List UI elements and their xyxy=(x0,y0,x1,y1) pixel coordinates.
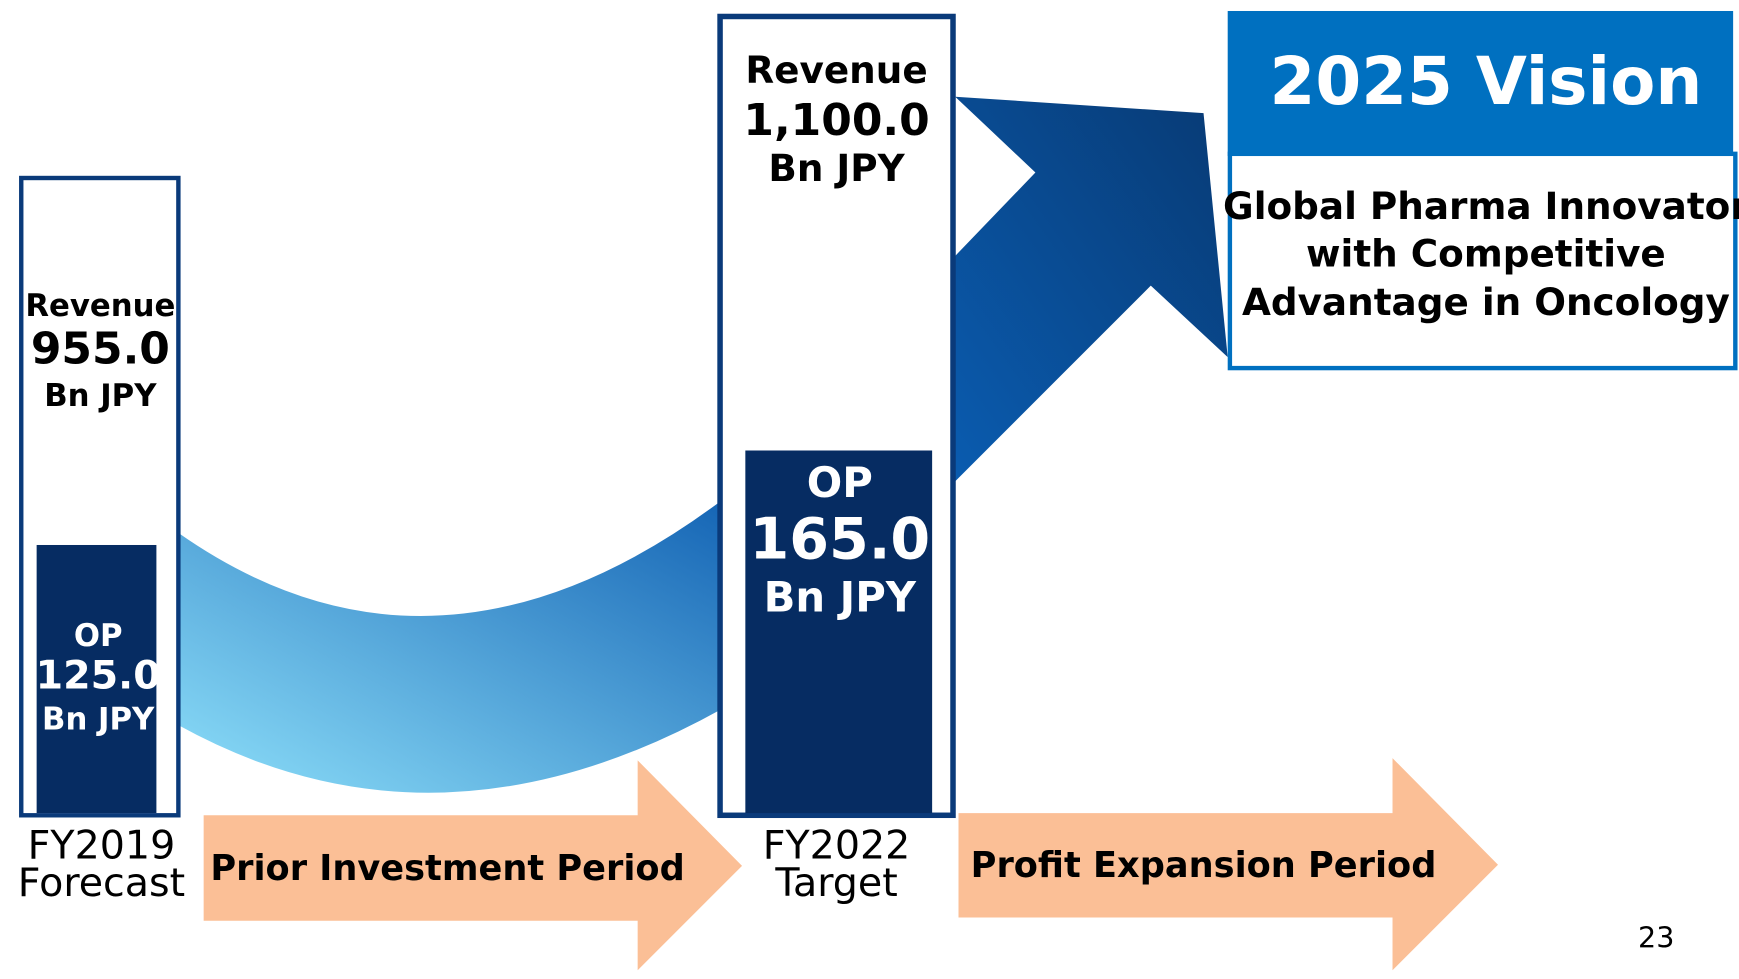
unit: Bn JPY xyxy=(764,572,917,621)
period: FY2022 xyxy=(763,823,911,869)
phase-arrow xyxy=(958,758,1498,971)
vision-line: with Competitive xyxy=(1306,232,1666,276)
op-box xyxy=(36,544,157,814)
label: Revenue xyxy=(25,288,175,324)
page-number: 23 xyxy=(1638,920,1674,954)
unit: Bn JPY xyxy=(42,701,155,737)
value: 165.0 xyxy=(749,506,930,572)
value: 955.0 xyxy=(31,324,170,375)
period-note: Forecast xyxy=(18,860,185,906)
phase-label: Prior Investment Period xyxy=(210,848,684,889)
period-note: Target xyxy=(774,860,897,906)
curve-band xyxy=(178,499,723,793)
label: OP xyxy=(807,458,873,507)
unit: Bn JPY xyxy=(44,378,157,414)
value: 125.0 xyxy=(36,652,161,698)
vision-title: 2025 Vision xyxy=(1269,43,1702,120)
unit: Bn JPY xyxy=(768,146,905,190)
label: Revenue xyxy=(745,48,927,92)
vision-line: Global Pharma Innovator xyxy=(1223,184,1739,228)
vision-body xyxy=(1227,151,1738,371)
vision-header xyxy=(1227,10,1734,157)
growth-arrow xyxy=(953,96,1228,484)
value: 1,100.0 xyxy=(743,95,929,146)
phase-arrow xyxy=(203,760,743,971)
label: OP xyxy=(74,618,123,654)
op-box xyxy=(745,450,933,814)
phase-label: Profit Expansion Period xyxy=(971,845,1437,886)
period: FY2019 xyxy=(28,823,176,869)
vision-line: Advantage in Oncology xyxy=(1242,280,1730,324)
